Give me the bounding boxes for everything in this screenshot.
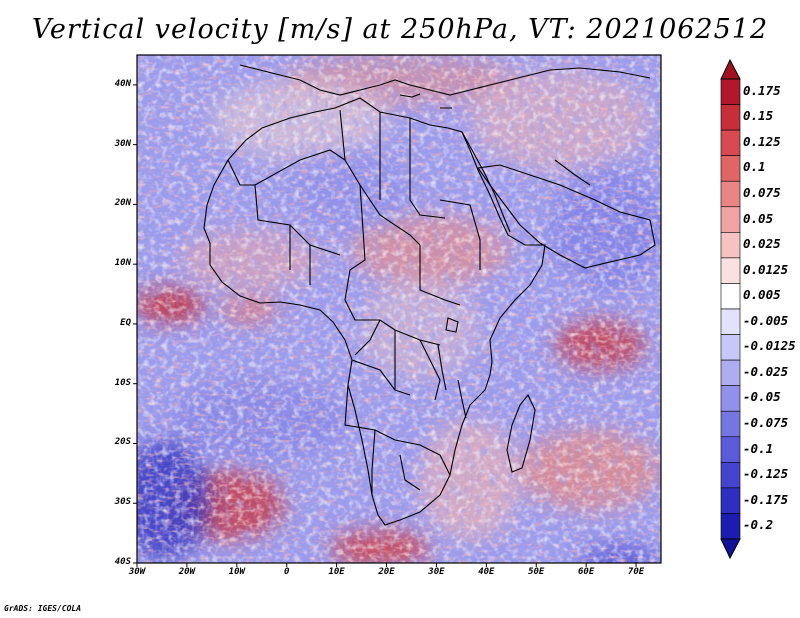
colorbar: [720, 58, 741, 560]
colorbar-label: 0.0125: [743, 261, 789, 277]
lat-label: EQ: [120, 317, 131, 328]
colorbar-label: -0.025: [743, 363, 789, 379]
colorbar-swatch: [720, 410, 741, 438]
lat-label: 30N: [114, 138, 131, 149]
lat-label: 10S: [114, 377, 131, 388]
colorbar-top-arrow: [720, 58, 741, 80]
colorbar-label: 0.15: [743, 108, 774, 124]
lake-tanganyika: [437, 344, 447, 391]
colorbar-label: 0.005: [743, 287, 781, 303]
colorbar-swatch: [720, 155, 741, 182]
colorbar-bottom-arrow: [720, 538, 741, 560]
colorbar-swatch: [720, 78, 741, 105]
plot-frame: [136, 54, 662, 564]
persian-gulf: [554, 159, 591, 186]
lon-label: 20E: [378, 567, 395, 577]
colorbar-label: -0.2: [743, 517, 774, 533]
mediterranean-islands: [399, 93, 452, 109]
colorbar-label: -0.005: [743, 312, 789, 328]
lon-label: 60E: [578, 567, 595, 577]
colorbar-swatch: [720, 180, 741, 208]
colorbar-swatch: [720, 359, 741, 386]
lon-label: 10W: [228, 567, 245, 577]
colorbar-swatch: [720, 308, 741, 335]
footer-credit: GrADS: IGES/COLA: [4, 604, 82, 613]
colorbar-label: -0.0125: [743, 338, 796, 354]
europe-coast: [239, 64, 651, 96]
lon-label: 0: [283, 567, 290, 577]
colorbar-swatch: [720, 436, 741, 463]
colorbar-label: -0.05: [743, 389, 781, 405]
lat-label: 40N: [114, 78, 131, 89]
colorbar-label: 0.125: [743, 133, 781, 149]
colorbar-swatch: [720, 462, 741, 489]
interior-borders: [227, 109, 481, 495]
lat-label: 10N: [114, 258, 131, 269]
colorbar-label: -0.175: [743, 491, 789, 507]
colorbar-label: 0.05: [743, 210, 774, 226]
colorbar-swatch: [720, 385, 741, 412]
colorbar-label: 0.175: [743, 82, 781, 98]
colorbar-label: 0.025: [743, 236, 781, 252]
map-title: Vertical velocity [m/s] at 250hPa, VT: 2…: [31, 14, 769, 45]
africa-coastline: [203, 97, 546, 526]
country-borders: [203, 64, 656, 526]
lon-label: 50E: [528, 567, 545, 577]
colorbar-swatch: [720, 129, 741, 156]
colorbar-label: 0.075: [743, 185, 781, 200]
colorbar-swatch: [720, 283, 741, 310]
arabian-peninsula: [477, 164, 656, 269]
lon-label: 70E: [627, 567, 645, 577]
lat-label: 20S: [114, 437, 131, 448]
lon-label: 10E: [328, 567, 345, 577]
colorbar-label: -0.125: [743, 466, 789, 482]
colorbar-swatch: [720, 232, 741, 259]
red-sea: [461, 131, 511, 233]
lake-victoria: [445, 317, 459, 333]
colorbar-swatch: [720, 104, 741, 131]
axis-ticks: [133, 84, 637, 567]
colorbar-label: -0.1: [743, 440, 774, 456]
colorbar-label: -0.075: [743, 415, 789, 430]
lat-label: 40S: [114, 557, 131, 567]
lake-malawi: [457, 379, 467, 419]
lat-label: 20N: [114, 198, 131, 209]
colorbar-label: 0.1: [743, 159, 766, 175]
colorbar-swatch: [720, 487, 741, 514]
madagascar: [506, 393, 536, 473]
colorbar-swatch: [720, 206, 741, 233]
lon-label: 20W: [178, 567, 196, 577]
lat-label: 30S: [114, 497, 131, 508]
colorbar-swatch: [720, 334, 741, 361]
lon-label: 30W: [128, 567, 146, 577]
lon-label: 40E: [478, 567, 495, 577]
colorbar-swatch: [720, 513, 741, 540]
lon-label: 30E: [428, 567, 445, 577]
colorbar-swatch: [720, 257, 741, 284]
